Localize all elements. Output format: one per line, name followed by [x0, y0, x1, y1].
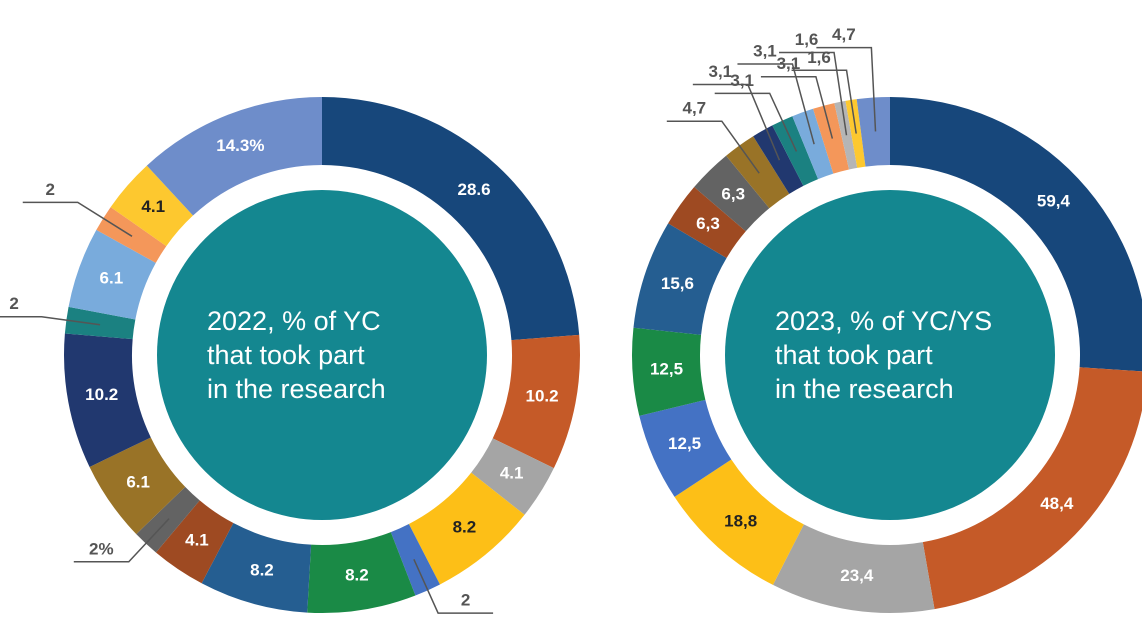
data-label: 8.2	[250, 560, 274, 579]
data-label: 10.2	[85, 385, 118, 404]
leader-line	[779, 51, 848, 136]
data-label: 2%	[89, 539, 114, 558]
leader-line	[0, 315, 101, 326]
data-label: 18,8	[724, 511, 757, 530]
donut-segment	[64, 306, 136, 340]
data-label: 15,6	[661, 274, 694, 293]
data-label: 2	[461, 591, 470, 610]
leader-line	[760, 75, 834, 139]
data-label: 8.2	[345, 566, 369, 585]
data-label: 48,4	[1040, 494, 1074, 513]
leader-line	[816, 46, 877, 132]
donut-segment	[492, 334, 581, 469]
data-label: 14.3%	[216, 136, 264, 155]
center-circle	[725, 190, 1055, 520]
data-label: 6,3	[721, 184, 745, 203]
data-label: 12,5	[668, 434, 701, 453]
data-label: 2	[9, 294, 18, 313]
data-label: 12,5	[650, 359, 683, 378]
data-label: 6,3	[696, 214, 720, 233]
center-circle	[157, 190, 487, 520]
center-text: in the research	[775, 374, 954, 404]
center-text: in the research	[207, 374, 386, 404]
donut-segment	[96, 207, 167, 263]
donut-segment	[201, 523, 312, 613]
leader-line	[714, 92, 798, 152]
data-label: 1,6	[795, 30, 819, 49]
donut-segment	[155, 500, 234, 584]
data-label: 23,4	[840, 566, 874, 585]
leader-line	[413, 558, 494, 614]
center-text: 2023, % of YC/YS	[775, 306, 992, 336]
leader-line	[666, 120, 760, 174]
data-label: 28.6	[458, 180, 491, 199]
donut-segment	[792, 108, 834, 180]
leader-line	[791, 69, 857, 134]
data-label: 1,6	[807, 48, 831, 67]
donut-segment	[922, 367, 1142, 610]
data-label: 10.2	[526, 386, 559, 405]
donut-segment	[633, 223, 727, 335]
leader-line	[737, 63, 815, 145]
donut-segment	[674, 459, 804, 585]
donut-segment	[772, 524, 935, 614]
donut-segment	[146, 97, 322, 216]
leader-line	[22, 201, 133, 237]
data-label: 3,1	[777, 54, 801, 73]
donut-segment	[390, 523, 440, 596]
donut-segment	[89, 437, 186, 535]
data-label: 8.2	[453, 517, 477, 536]
donut-segment	[68, 229, 156, 320]
donut-segment	[471, 438, 554, 515]
data-label: 6.1	[100, 268, 124, 287]
center-text: that took part	[775, 340, 933, 370]
leader-line	[692, 83, 781, 161]
leader-line	[73, 518, 170, 563]
center-text: 2022, % of YC	[207, 306, 381, 336]
donut-segment	[668, 187, 746, 259]
data-label: 59,4	[1037, 191, 1071, 210]
donut-segment	[813, 103, 849, 174]
donut-segment	[63, 333, 151, 467]
donut-segment	[322, 97, 580, 341]
data-label: 3,1	[753, 42, 777, 61]
data-label: 3,1	[730, 71, 754, 90]
donut-segment	[110, 165, 194, 247]
data-label: 4.1	[500, 464, 524, 483]
data-label: 2	[46, 180, 55, 199]
donut-segment	[753, 125, 804, 194]
donut-segment	[632, 327, 706, 416]
data-label: 4,7	[682, 99, 706, 118]
donut-segment	[772, 116, 819, 186]
donut-segment	[694, 155, 770, 232]
data-label: 4.1	[141, 197, 165, 216]
donut-segment	[856, 97, 890, 167]
data-label: 4,7	[832, 25, 856, 44]
donut-segment	[890, 97, 1142, 372]
donut-segment	[639, 399, 732, 497]
data-label: 3,1	[709, 62, 733, 81]
donut-segment	[408, 472, 525, 585]
data-label: 6.1	[126, 472, 150, 491]
donut-segment	[307, 532, 416, 613]
data-label: 4.1	[185, 530, 209, 549]
center-text: that took part	[207, 340, 365, 370]
